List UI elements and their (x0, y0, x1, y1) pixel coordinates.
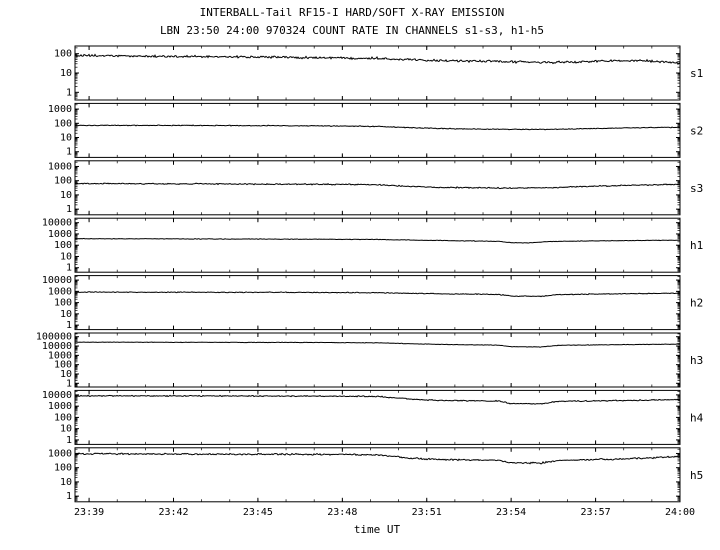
xtick-label: 23:45 (243, 507, 273, 518)
panel-s2: 1000 100 10 1 s2 (48, 102, 703, 158)
ytick-label-h1: 1000 (48, 229, 72, 240)
xtick-label: 23:51 (412, 507, 442, 518)
ytick-label-h3: 1000 (48, 350, 72, 361)
ytick-label-s2: 100 (54, 118, 72, 129)
ytick-label-h2: 1000 (48, 286, 72, 297)
series-s2 (74, 124, 681, 131)
ytick-label-s2: 10 (60, 133, 72, 144)
channel-label-h3: h3 (690, 354, 703, 367)
ytick-label-s3: 1 (66, 204, 72, 215)
ytick-label-h4: 10 (60, 424, 72, 435)
panel-s3: 1000 100 10 1 s3 (48, 160, 703, 216)
channel-label-h2: h2 (690, 297, 703, 310)
ytick-label-h2: 10 (60, 309, 72, 320)
ytick-label-h2: 100 (54, 298, 72, 309)
ytick-label-s2: 1 (66, 147, 72, 158)
xtick-label: 24:00 (665, 507, 695, 518)
ytick-label-h2: 10000 (42, 275, 72, 286)
ytick-label-s1: 10 (60, 68, 72, 79)
chart-subtitle: LBN 23:50 24:00 970324 COUNT RATE IN CHA… (160, 24, 544, 37)
series-s3 (74, 182, 681, 190)
xtick-label: 23:57 (581, 507, 611, 518)
ytick-label-h3: 100 (54, 360, 72, 371)
xtick-label: 23:48 (327, 507, 357, 518)
series-h4 (74, 394, 681, 405)
channel-label-s1: s1 (690, 67, 703, 80)
xtick-label: 23:54 (496, 507, 526, 518)
series-h3 (74, 341, 681, 348)
ytick-label-h3: 10000 (42, 341, 72, 352)
x-axis-label: time UT (354, 523, 401, 536)
channel-label-h4: h4 (690, 411, 704, 424)
ytick-label-h1: 10000 (42, 218, 72, 229)
ytick-label-h2: 1 (66, 320, 72, 331)
xtick-label: 23:42 (158, 507, 188, 518)
ytick-label-h5: 10 (60, 477, 72, 488)
ytick-label-h1: 100 (54, 240, 72, 251)
ytick-label-h5: 1 (66, 491, 72, 502)
ytick-label-h4: 1 (66, 435, 72, 446)
chart-title: INTERBALL-Tail RF15-I HARD/SOFT X-RAY EM… (200, 6, 505, 19)
series-h2 (74, 291, 681, 298)
ytick-label-h3: 100000 (36, 332, 72, 343)
ytick-label-h5: 1000 (48, 449, 72, 460)
ytick-label-h5: 100 (54, 463, 72, 474)
channel-label-s2: s2 (690, 124, 703, 137)
xtick-label: 23:39 (74, 507, 104, 518)
channel-label-h1: h1 (690, 239, 703, 252)
series-h1 (74, 237, 681, 244)
series-s1 (74, 53, 681, 66)
ytick-label-h4: 100 (54, 412, 72, 423)
panel-h5: 1000 100 10 1 h5 (48, 447, 703, 503)
ytick-label-s1: 100 (54, 49, 72, 60)
ytick-label-h1: 10 (60, 252, 72, 263)
panel-s1: 100 10 1 s1 (54, 45, 703, 101)
ytick-label-s3: 10 (60, 190, 72, 201)
series-h5 (75, 452, 681, 465)
panels-group: 100101s11000100101s21000100101s310000100… (36, 45, 704, 518)
ytick-label-h4: 1000 (48, 401, 72, 412)
ytick-label-h4: 10000 (42, 390, 72, 401)
ytick-label-h1: 1 (66, 263, 72, 274)
ytick-label-s3: 100 (54, 176, 72, 187)
channel-label-h5: h5 (690, 469, 703, 482)
ytick-label-s2: 1000 (48, 104, 72, 115)
ytick-label-h3: 10 (60, 369, 72, 380)
channel-label-s3: s3 (690, 182, 703, 195)
ytick-label-h3: 1 (66, 378, 72, 389)
ytick-label-s3: 1000 (48, 162, 72, 173)
ytick-label-s1: 1 (66, 87, 72, 98)
